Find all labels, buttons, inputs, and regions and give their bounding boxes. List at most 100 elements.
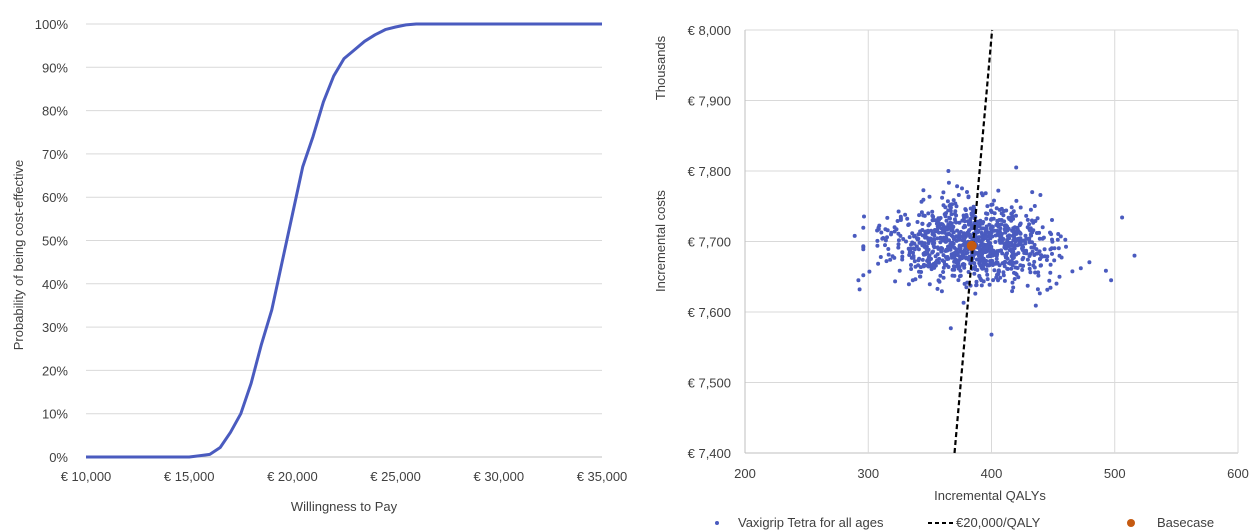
scatter-point bbox=[989, 202, 994, 207]
scatter-point bbox=[961, 300, 966, 305]
scatter-point bbox=[1035, 216, 1040, 221]
scatter-point bbox=[875, 243, 880, 248]
scatter-point bbox=[962, 239, 967, 244]
scatter-point bbox=[852, 233, 857, 238]
scatter-point bbox=[961, 213, 966, 218]
scatter-point bbox=[914, 244, 919, 249]
ceac-x-tick-label: € 20,000 bbox=[267, 469, 318, 484]
scatter-point bbox=[936, 246, 941, 251]
scatter-point bbox=[1015, 266, 1020, 270]
scatter-point bbox=[1036, 270, 1041, 275]
scatter-point bbox=[951, 241, 956, 246]
scatter-point bbox=[1035, 287, 1040, 292]
scatter-point bbox=[935, 286, 940, 291]
scatter-point bbox=[1001, 270, 1006, 275]
scatter-point bbox=[981, 279, 986, 284]
scatter-point bbox=[989, 258, 994, 263]
scatter-point bbox=[948, 208, 953, 213]
scatter-point bbox=[1021, 255, 1026, 260]
scatter-point bbox=[974, 257, 979, 262]
scatter-point bbox=[917, 256, 922, 261]
legend-marker-vaxigrip bbox=[715, 521, 719, 525]
scatter-point bbox=[1052, 258, 1057, 263]
scatter-point bbox=[960, 186, 964, 191]
scatter-point bbox=[928, 236, 933, 241]
scatter-point bbox=[994, 256, 999, 261]
scatter-point bbox=[1007, 233, 1012, 238]
scatter-point bbox=[985, 204, 990, 209]
scatter-point bbox=[988, 254, 993, 259]
scatter-point bbox=[904, 239, 908, 244]
scatter-point bbox=[923, 245, 928, 250]
scatter-point bbox=[900, 254, 905, 259]
scatter-point bbox=[992, 211, 997, 216]
scatter-point bbox=[1040, 236, 1045, 241]
ceac-y-tick-label: 40% bbox=[42, 277, 68, 292]
scatter-point bbox=[900, 257, 905, 262]
scatter-point bbox=[962, 265, 967, 270]
scatter-point bbox=[916, 236, 921, 241]
scatter-point bbox=[1027, 222, 1032, 227]
scatter-point bbox=[984, 216, 989, 221]
scatter-point bbox=[962, 248, 967, 253]
scatter-point bbox=[1005, 266, 1010, 271]
scatter-point bbox=[985, 238, 990, 243]
ce-plane-y-tick-label: € 7,700 bbox=[688, 235, 731, 250]
scatter-point bbox=[926, 264, 931, 269]
scatter-point bbox=[956, 278, 961, 283]
scatter-point bbox=[937, 225, 942, 230]
scatter-point bbox=[895, 219, 900, 223]
scatter-point bbox=[1015, 243, 1020, 248]
ce-plane-y-tick-label: € 7,800 bbox=[688, 164, 731, 179]
legend-label-basecase: Basecase bbox=[1157, 515, 1214, 530]
scatter-point bbox=[952, 273, 957, 278]
scatter-point bbox=[1031, 228, 1036, 233]
ceac-y-axis-title: Probability of being cost-effective bbox=[11, 160, 26, 351]
scatter-point bbox=[998, 275, 1003, 280]
scatter-point bbox=[1027, 266, 1032, 271]
scatter-point bbox=[1030, 218, 1034, 223]
scatter-point bbox=[1009, 249, 1014, 254]
scatter-point bbox=[1032, 204, 1037, 208]
scatter-point bbox=[993, 240, 998, 244]
scatter-point bbox=[921, 188, 926, 193]
scatter-point bbox=[1064, 244, 1068, 249]
scatter-point bbox=[917, 240, 922, 245]
scatter-point bbox=[932, 228, 937, 232]
scatter-point bbox=[983, 236, 988, 240]
scatter-point bbox=[948, 202, 953, 207]
ceac-x-tick-label: € 30,000 bbox=[473, 469, 524, 484]
scatter-point bbox=[901, 237, 906, 241]
scatter-point bbox=[896, 242, 901, 247]
scatter-point bbox=[1011, 209, 1016, 214]
ce-plane-y-axis-title: Incremental costs bbox=[653, 190, 668, 292]
scatter-point bbox=[945, 199, 950, 204]
scatter-point bbox=[952, 211, 957, 216]
ceac-y-tick-label: 90% bbox=[42, 60, 68, 75]
ceac-x-tick-label: € 25,000 bbox=[370, 469, 421, 484]
scatter-point bbox=[930, 209, 935, 214]
scatter-point bbox=[905, 216, 910, 221]
scatter-point bbox=[876, 261, 881, 266]
scatter-point bbox=[1023, 239, 1027, 244]
scatter-point bbox=[954, 234, 959, 239]
scatter-point bbox=[1038, 193, 1043, 197]
scatter-point bbox=[1047, 278, 1052, 283]
scatter-point bbox=[994, 206, 999, 211]
scatter-point bbox=[1070, 269, 1075, 274]
scatter-point bbox=[952, 237, 957, 242]
scatter-point bbox=[943, 214, 948, 219]
scatter-point bbox=[999, 248, 1004, 253]
ceac-x-tick-label: € 15,000 bbox=[164, 469, 215, 484]
scatter-point bbox=[880, 236, 885, 241]
scatter-point bbox=[977, 251, 982, 256]
scatter-point bbox=[984, 245, 989, 250]
scatter-point bbox=[965, 280, 970, 285]
scatter-point bbox=[906, 282, 911, 287]
scatter-point bbox=[941, 190, 946, 195]
scatter-point bbox=[1028, 252, 1033, 257]
scatter-point bbox=[856, 278, 861, 283]
scatter-point bbox=[1020, 263, 1025, 268]
scatter-point bbox=[862, 214, 866, 219]
ceac-curve bbox=[86, 22, 602, 459]
